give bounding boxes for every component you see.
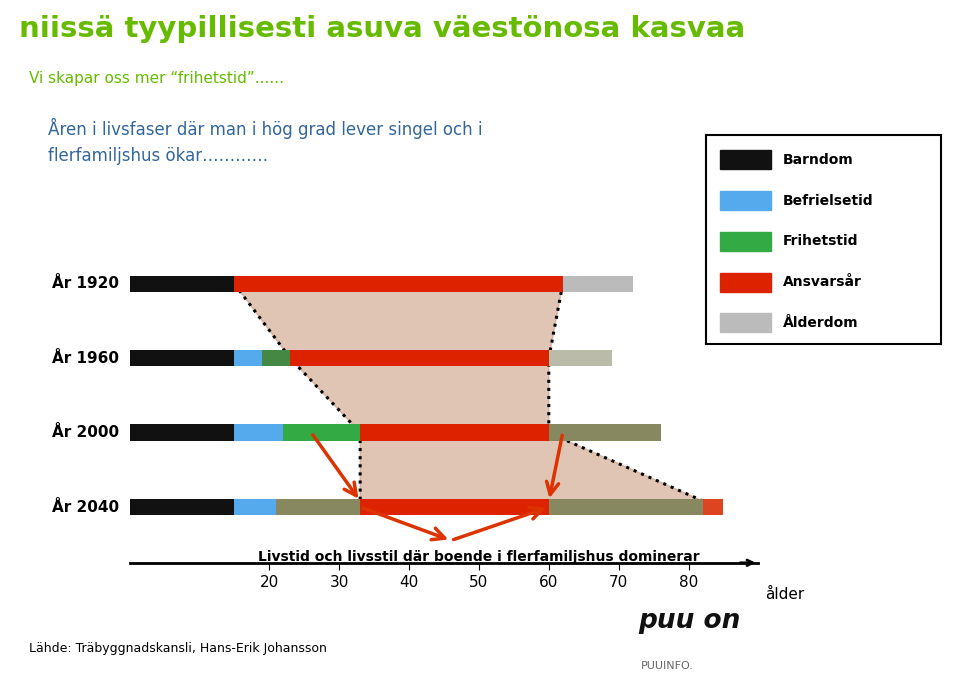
Text: Ansvarsår: Ansvarsår bbox=[783, 275, 862, 289]
Text: År 2000: År 2000 bbox=[52, 425, 119, 440]
Text: niissä tyypillisesti asuva väestönosa kasvaa: niissä tyypillisesti asuva väestönosa ka… bbox=[19, 15, 745, 43]
Bar bbox=[720, 273, 772, 291]
Text: Livstid och livsstil där boende i flerfamiljshus dominerar: Livstid och livsstil där boende i flerfa… bbox=[258, 550, 700, 564]
Bar bbox=[703, 499, 724, 515]
Text: Vi skapar oss mer “frihetstid”......: Vi skapar oss mer “frihetstid”...... bbox=[29, 71, 284, 86]
Bar bbox=[234, 499, 276, 515]
Bar bbox=[720, 150, 772, 169]
Text: PUUINFO.: PUUINFO. bbox=[641, 661, 694, 671]
Bar bbox=[360, 425, 549, 441]
Bar bbox=[549, 350, 612, 367]
Bar bbox=[276, 499, 360, 515]
Bar bbox=[234, 276, 563, 292]
Text: Åren i livsfaser där man i hög grad lever singel och i
flerfamiljshus ökar…………: Åren i livsfaser där man i hög grad leve… bbox=[48, 118, 483, 164]
Bar bbox=[262, 350, 290, 367]
Text: År 2040: År 2040 bbox=[52, 499, 119, 514]
Text: ålder: ålder bbox=[765, 587, 804, 603]
Text: Frihetstid: Frihetstid bbox=[783, 235, 858, 248]
Text: puu on: puu on bbox=[638, 607, 750, 634]
Bar bbox=[130, 499, 234, 515]
Bar bbox=[563, 276, 633, 292]
Bar bbox=[130, 425, 234, 441]
Polygon shape bbox=[234, 284, 716, 507]
Bar bbox=[130, 276, 234, 292]
Bar bbox=[290, 350, 549, 367]
Bar bbox=[720, 191, 772, 210]
Text: Lähde: Träbyggnadskansli, Hans-Erik Johansson: Lähde: Träbyggnadskansli, Hans-Erik Joha… bbox=[29, 642, 326, 654]
Bar bbox=[720, 232, 772, 251]
Bar bbox=[360, 499, 549, 515]
Text: År 1960: År 1960 bbox=[52, 350, 119, 366]
Bar bbox=[720, 313, 772, 332]
Text: Befrielsetid: Befrielsetid bbox=[783, 193, 874, 208]
Bar bbox=[234, 425, 283, 441]
Text: År 1920: År 1920 bbox=[52, 276, 119, 291]
Bar bbox=[130, 350, 234, 367]
Bar bbox=[234, 350, 262, 367]
Bar bbox=[283, 425, 360, 441]
Text: Barndom: Barndom bbox=[783, 153, 854, 167]
Bar bbox=[549, 499, 716, 515]
Text: Ålderdom: Ålderdom bbox=[783, 316, 859, 330]
Bar bbox=[549, 425, 660, 441]
